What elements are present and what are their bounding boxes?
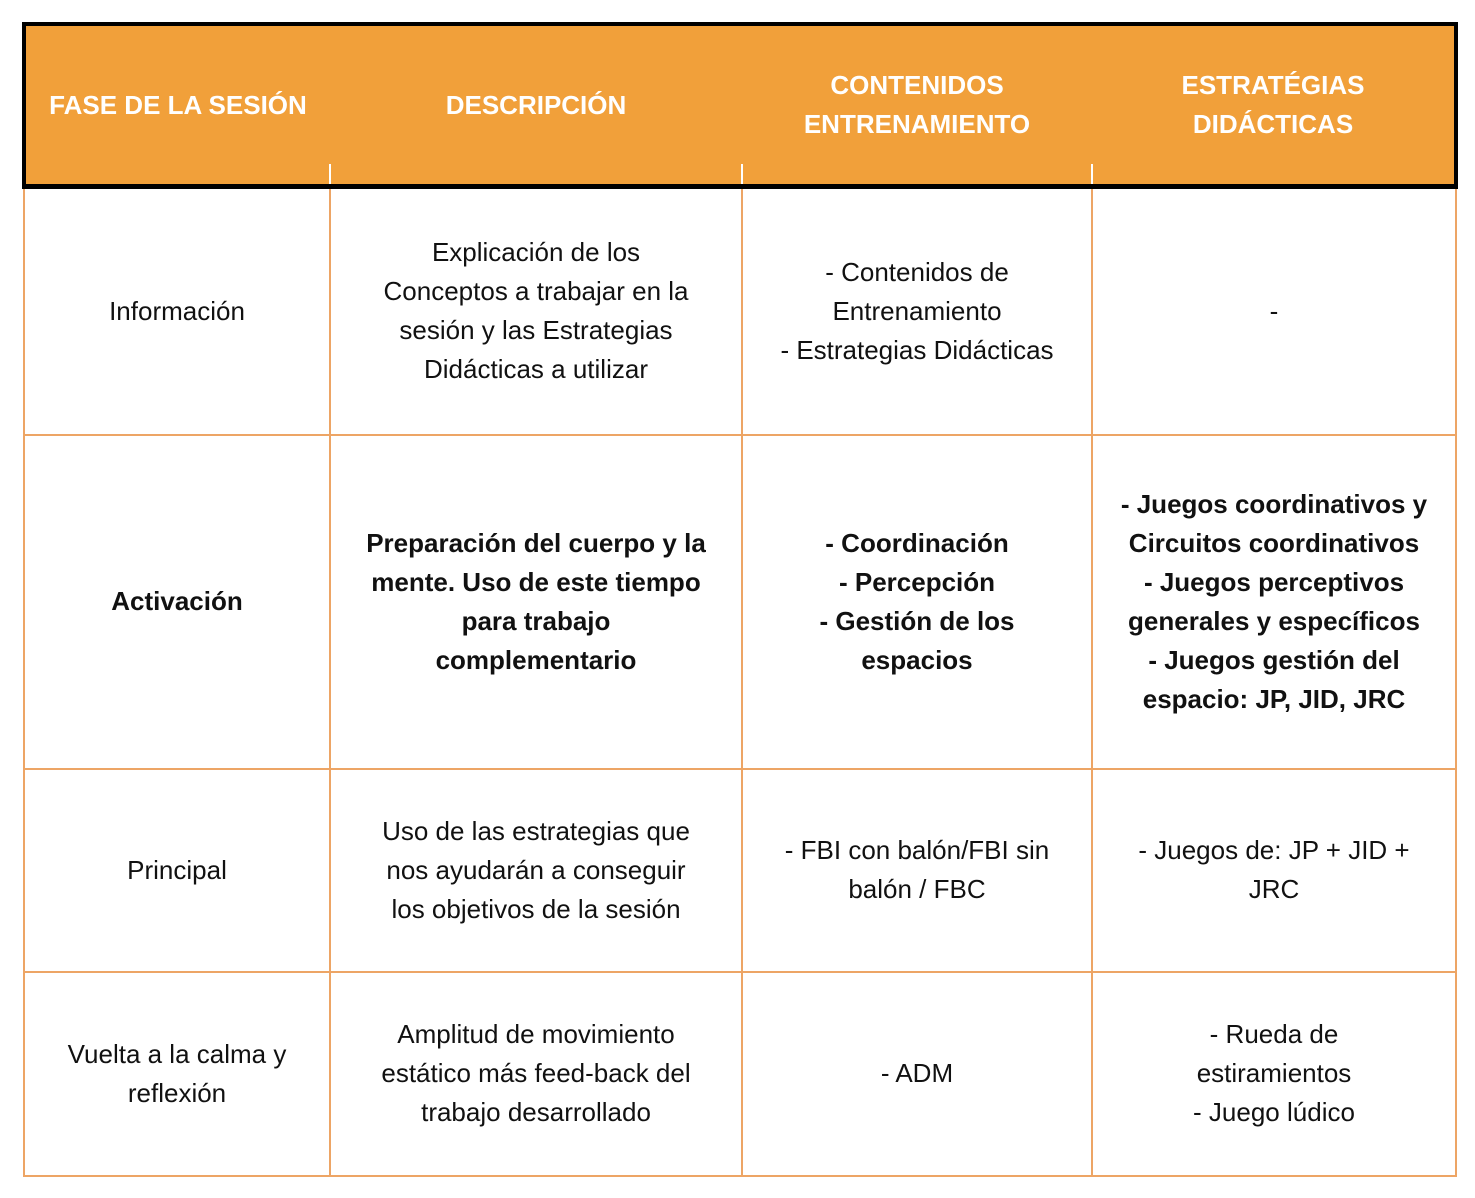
cell-text-line: los objetivos de la sesión [391, 893, 681, 924]
header-row: FASE DE LA SESIÓN DESCRIPCIÓN CONTENIDOS E… [22, 22, 1458, 189]
cell-didactic-strategies: - Juegos de: JP + JID + JRC [1091, 767, 1457, 973]
cell-text-line: Conceptos a trabajar en la [383, 276, 689, 307]
session-phases-table: FASE DE LA SESIÓN DESCRIPCIÓN CONTENIDOS E… [22, 22, 1458, 1177]
cell-text-line: - Juegos de: JP + JID + [1138, 835, 1410, 865]
cell-text-line: - [1269, 295, 1279, 326]
cell-text-line: - Estrategias Didácticas [780, 334, 1054, 365]
cell-text-line: espacio: JP, JID, JRC [1142, 683, 1406, 714]
cell-text-line: - Juegos gestión del [1148, 644, 1400, 675]
cell-description: Amplitud de movimiento estático más feed-… [329, 970, 743, 1177]
cell-text-line: Principal [127, 854, 227, 885]
table-row: Información Explicación de los Conceptos a… [23, 185, 1457, 436]
cell-didactic-strategies: - Rueda de estiramientos - Juego lúdico [1091, 970, 1457, 1177]
cell-text-line: JRC [1248, 874, 1300, 904]
header-phase: FASE DE LA SESIÓN [22, 22, 331, 189]
cell-text-line: - FBI con balón/FBI sin [784, 835, 1050, 865]
cell-text-line: - Gestión de los [819, 605, 1015, 636]
cell-text-line: generales y específicos [1128, 605, 1420, 636]
cell-text-line: Vuelta a la calma y [67, 1038, 287, 1069]
cell-phase: Activación [23, 433, 331, 770]
header-description: DESCRIPCIÓN [330, 22, 743, 189]
cell-training-contents: - Contenidos de Entrenamiento - Estrategia… [741, 185, 1093, 436]
cell-text-line: Amplitud de movimiento [397, 1019, 675, 1049]
cell-text-line: - Juegos coordinativos y [1120, 488, 1428, 519]
table-row: Activación Preparación del cuerpo y la men… [23, 433, 1457, 770]
cell-phase: Principal [23, 767, 331, 973]
cell-training-contents: - ADM [741, 970, 1093, 1177]
cell-text-line: - Coordinación [825, 527, 1009, 558]
cell-description: Preparación del cuerpo y la mente. Uso de… [329, 433, 743, 770]
cell-text-line: trabajo desarrollado [421, 1097, 651, 1127]
cell-description: Uso de las estrategias que nos ayudarán a… [329, 767, 743, 973]
table-row: Vuelta a la calma y reflexión Amplitud de … [23, 970, 1457, 1177]
cell-phase: Información [23, 185, 331, 436]
cell-text-line: Activación [111, 586, 243, 616]
cell-description: Explicación de los Conceptos a trabajar e… [329, 185, 743, 436]
cell-text-line: Explicación de los [431, 237, 641, 268]
cell-text-line: estiramientos [1196, 1058, 1352, 1088]
cell-text-line: Didácticas a utilizar [424, 354, 648, 385]
cell-text-line: estático más feed-back del [381, 1058, 691, 1088]
cell-text-line: para trabajo [461, 605, 611, 636]
cell-text-line: balón / FBC [848, 874, 986, 904]
cell-text-line: - Juego lúdico [1193, 1097, 1355, 1127]
cell-text-line: sesión y las Estrategias [399, 315, 673, 346]
cell-text-line: - Juegos perceptivos [1143, 566, 1405, 597]
cell-phase: Vuelta a la calma y reflexión [23, 970, 331, 1177]
cell-text-line: mente. Uso de este tiempo [371, 566, 701, 597]
cell-text-line: reflexión [127, 1077, 227, 1108]
cell-text-line: nos ayudarán a conseguir [386, 854, 686, 885]
cell-text-line: - Percepción [838, 566, 996, 597]
cell-text-line: espacios [861, 644, 973, 675]
cell-text-line: - ADM [880, 1058, 954, 1088]
table-row: Principal Uso de las estrategias que nos a… [23, 767, 1457, 973]
cell-training-contents: - Coordinación - Percepción - Gestión de l… [741, 433, 1093, 770]
cell-text-line: Uso de las estrategias que [382, 815, 690, 846]
cell-training-contents: - FBI con balón/FBI sin balón / FBC [741, 767, 1093, 973]
cell-text-line: - Rueda de [1209, 1019, 1339, 1049]
header-didactic-strategies: ESTRATÉGIAS DIDÁCTICAS [1092, 22, 1458, 189]
cell-text-line: Preparación del cuerpo y la [366, 527, 706, 558]
cell-didactic-strategies: - Juegos coordinativos y Circuitos coordi… [1091, 433, 1457, 770]
cell-text-line: Circuitos coordinativos [1128, 527, 1420, 558]
header-training-contents: CONTENIDOS ENTRENAMIENTO [742, 22, 1093, 189]
cell-text-line: Entrenamiento [832, 295, 1002, 326]
cell-text-line: Información [109, 295, 245, 326]
cell-text-line: - Contenidos de [825, 256, 1009, 287]
cell-text-line: complementario [435, 644, 637, 675]
cell-didactic-strategies: - [1091, 185, 1457, 436]
